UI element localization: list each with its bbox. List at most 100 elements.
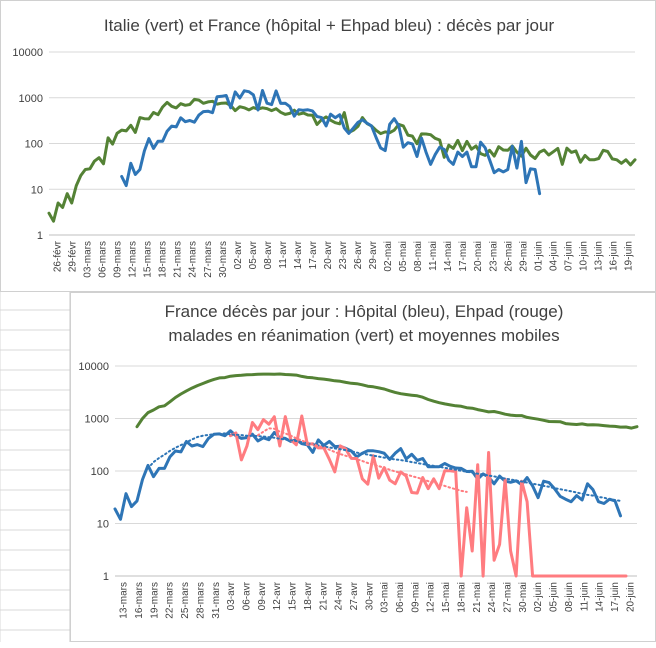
- x-tick-label: 02-juin: [533, 582, 544, 612]
- x-tick-label: 30-mai: [518, 582, 529, 613]
- x-tick-label: 21-mai: [472, 582, 483, 613]
- series-line-1: [113, 429, 622, 521]
- x-tick-label: 03-avr: [226, 581, 237, 610]
- x-tick-label: 10-juin: [578, 241, 589, 271]
- x-tick-label: 30-avr: [364, 581, 375, 610]
- chart-2-title-line-1: France décès par jour : Hôpital (bleu), …: [165, 302, 564, 321]
- x-tick-label: 27-mai: [503, 582, 514, 613]
- chart-1-y-ticks: 1 10 100 1000 10000: [12, 47, 43, 242]
- x-tick-label: 01-juin: [533, 241, 544, 271]
- x-tick-label: 07-juin: [563, 241, 574, 271]
- x-tick-label: 24-mai: [487, 582, 498, 613]
- x-tick-label: 06-mai: [395, 582, 406, 613]
- x-tick-label: 17-juin: [610, 582, 621, 612]
- x-tick-label: 05-juin: [549, 582, 560, 612]
- x-tick-label: 16-mars: [134, 582, 145, 619]
- x-tick-label: 16-juin: [608, 241, 619, 271]
- x-tick-label: 18-mai: [456, 582, 467, 613]
- x-tick-label: 15-mars: [143, 241, 154, 278]
- x-tick-label: 11-juin: [579, 582, 590, 611]
- x-tick-label: 11-avr: [278, 240, 289, 268]
- chart-2-series: [113, 372, 639, 578]
- x-tick-label: 08-avr: [263, 240, 274, 269]
- x-tick-label: 13-juin: [593, 241, 604, 271]
- x-tick-label: 27-mars: [203, 241, 214, 278]
- series-line-4: [256, 427, 468, 493]
- chart-france-hospital-ehpad-icu[interactable]: France décès par jour : Hôpital (bleu), …: [70, 292, 656, 642]
- x-tick-label: 15-avr: [288, 581, 299, 610]
- x-tick-label: 29-avr: [368, 240, 379, 269]
- x-tick-label: 24-avr: [334, 581, 345, 610]
- y-tick-label: 1000: [85, 414, 109, 426]
- x-tick-label: 13-mars: [119, 582, 130, 619]
- chart-2-canvas: France décès par jour : Hôpital (bleu), …: [78, 302, 639, 619]
- x-tick-label: 31-mars: [211, 582, 222, 619]
- x-tick-label: 19-juin: [623, 241, 634, 271]
- x-tick-label: 26-avr: [353, 240, 364, 269]
- x-tick-label: 29-févr: [68, 240, 79, 272]
- x-tick-label: 19-mars: [149, 582, 160, 619]
- x-tick-label: 30-mars: [218, 241, 229, 278]
- x-tick-label: 29-mai: [518, 241, 529, 272]
- x-tick-label: 14-mai: [443, 241, 454, 272]
- x-tick-label: 23-mai: [488, 241, 499, 272]
- chart-italy-france-deaths[interactable]: Italie (vert) et France (hôpital + Ehpad…: [0, 0, 656, 292]
- chart-1-title: Italie (vert) et France (hôpital + Ehpad…: [104, 16, 555, 35]
- y-tick-label: 1: [37, 230, 43, 242]
- x-tick-label: 27-avr: [349, 581, 360, 610]
- x-tick-label: 05-mai: [398, 241, 409, 272]
- x-tick-label: 21-avr: [318, 581, 329, 610]
- x-tick-label: 18-mars: [158, 241, 169, 278]
- y-tick-label: 1: [103, 571, 109, 583]
- x-tick-label: 06-avr: [242, 581, 253, 610]
- x-tick-label: 03-mai: [380, 582, 391, 613]
- y-tick-label: 100: [91, 466, 109, 478]
- x-tick-label: 09-mars: [113, 241, 124, 278]
- chart-1-canvas: Italie (vert) et France (hôpital + Ehpad…: [12, 16, 637, 278]
- x-tick-label: 02-mai: [383, 241, 394, 272]
- x-tick-label: 23-avr: [338, 240, 349, 269]
- x-tick-label: 26-févr: [53, 240, 64, 272]
- x-tick-label: 12-mars: [128, 241, 139, 278]
- x-tick-label: 03-mars: [83, 241, 94, 278]
- x-tick-label: 24-mars: [188, 241, 199, 278]
- y-tick-label: 10000: [78, 361, 109, 373]
- x-tick-label: 08-juin: [564, 582, 575, 612]
- x-tick-label: 05-avr: [248, 240, 259, 269]
- y-tick-label: 10000: [12, 47, 43, 59]
- x-tick-label: 04-juin: [548, 241, 559, 271]
- series-line-0: [135, 372, 639, 430]
- x-tick-label: 25-mars: [180, 582, 191, 619]
- x-tick-label: 20-avr: [323, 240, 334, 269]
- x-tick-label: 08-mai: [413, 241, 424, 272]
- x-tick-label: 20-juin: [625, 582, 636, 612]
- x-tick-label: 06-mars: [98, 241, 109, 278]
- x-tick-label: 12-avr: [272, 581, 283, 610]
- y-tick-label: 10: [97, 519, 109, 531]
- chart-1-series: [47, 89, 637, 223]
- x-tick-label: 18-avr: [303, 581, 314, 610]
- x-tick-label: 12-mai: [426, 582, 437, 613]
- chart-2-x-ticks: 13-mars 16-mars 19-mars 22-mars 25-mars 28-ma…: [119, 581, 637, 618]
- x-tick-label: 21-mars: [173, 241, 184, 278]
- y-tick-label: 10: [31, 184, 43, 196]
- chart-1-gridlines: [49, 51, 635, 236]
- chart-2-title-line-2: malades en réanimation (vert) et moyenne…: [168, 326, 559, 345]
- x-tick-label: 26-mai: [503, 241, 514, 272]
- x-tick-label: 02-avr: [233, 240, 244, 269]
- x-tick-label: 11-mai: [428, 241, 439, 271]
- x-tick-label: 09-mai: [410, 582, 421, 613]
- x-tick-label: 28-mars: [195, 582, 206, 619]
- x-tick-label: 14-juin: [595, 582, 606, 612]
- x-tick-label: 22-mars: [165, 582, 176, 619]
- series-line-1: [120, 89, 542, 196]
- series-line-3: [147, 432, 622, 502]
- x-tick-label: 17-mai: [458, 241, 469, 272]
- chart-1-x-ticks: 26-févr 29-févr 03-mars 06-mars 09-mars 12-ma…: [53, 240, 635, 277]
- x-tick-label: 20-mai: [473, 241, 484, 272]
- series-line-2: [228, 414, 628, 578]
- x-tick-label: 09-avr: [257, 581, 268, 610]
- y-tick-label: 100: [25, 139, 43, 151]
- x-tick-label: 17-avr: [308, 240, 319, 269]
- y-tick-label: 1000: [19, 93, 43, 105]
